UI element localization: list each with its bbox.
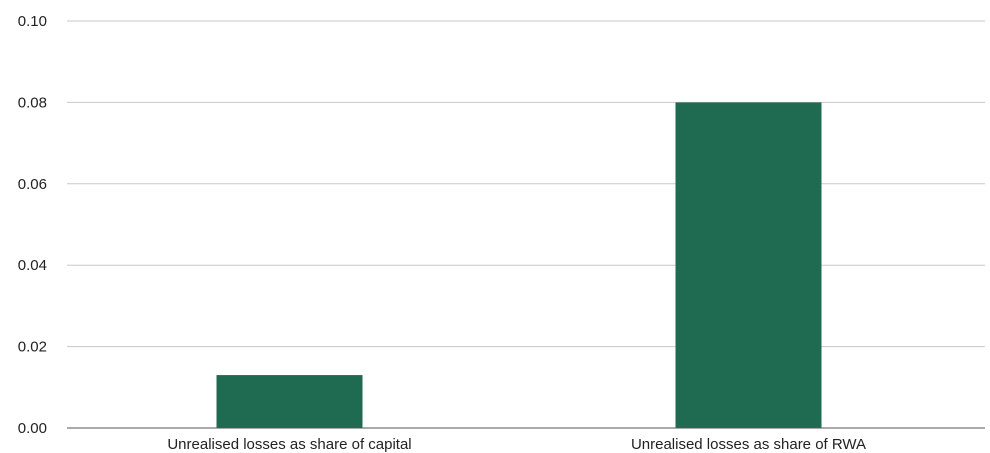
y-tick-label: 0.08 — [18, 94, 47, 111]
y-tick-label: 0.10 — [18, 13, 47, 30]
y-axis-tick-labels: 0.00 0.02 0.04 0.06 0.08 0.10 — [18, 13, 47, 437]
y-tick-label: 0.04 — [18, 257, 47, 274]
bars — [216, 102, 822, 429]
x-axis-category-labels: Unrealised losses as share of capital Unr… — [167, 436, 866, 453]
bar — [675, 102, 822, 429]
bar — [216, 375, 363, 428]
grid-lines — [67, 20, 985, 348]
x-category-label: Unrealised losses as share of capital — [167, 436, 411, 453]
y-tick-label: 0.00 — [18, 420, 47, 437]
y-tick-label: 0.02 — [18, 339, 47, 356]
x-category-label: Unrealised losses as share of RWA — [631, 436, 866, 453]
y-tick-label: 0.06 — [18, 176, 47, 193]
